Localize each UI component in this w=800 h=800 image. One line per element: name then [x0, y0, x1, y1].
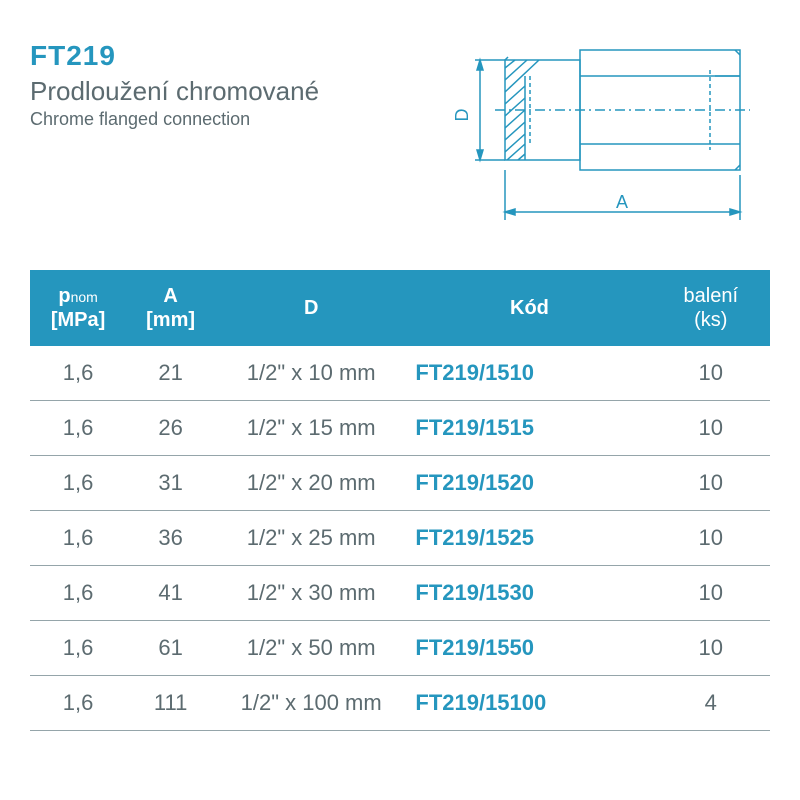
title-english: Chrome flanged connection	[30, 109, 450, 130]
cell-kod: FT219/1525	[407, 511, 651, 566]
spec-table-container: pnom [MPa] A [mm] D Kód balení (ks)	[30, 270, 770, 731]
cell-bal: 10	[652, 346, 770, 401]
cell-kod: FT219/15100	[407, 676, 651, 731]
cell-a: 41	[126, 566, 215, 621]
cell-p: 1,6	[30, 401, 126, 456]
table-body: 1,6 21 1/2" x 10 mm FT219/1510 10 1,6 26…	[30, 346, 770, 731]
cell-a: 36	[126, 511, 215, 566]
table-row: 1,6 21 1/2" x 10 mm FT219/1510 10	[30, 346, 770, 401]
cell-kod: FT219/1530	[407, 566, 651, 621]
cell-a: 31	[126, 456, 215, 511]
table-header-row: pnom [MPa] A [mm] D Kód balení (ks)	[30, 270, 770, 346]
table-row: 1,6 36 1/2" x 25 mm FT219/1525 10	[30, 511, 770, 566]
table-row: 1,6 111 1/2" x 100 mm FT219/15100 4	[30, 676, 770, 731]
table-row: 1,6 41 1/2" x 30 mm FT219/1530 10	[30, 566, 770, 621]
col-header-a: A [mm]	[126, 270, 215, 346]
title-czech: Prodloužení chromované	[30, 76, 450, 107]
cell-p: 1,6	[30, 621, 126, 676]
cell-p: 1,6	[30, 346, 126, 401]
col-header-kod: Kód	[407, 270, 651, 346]
col-header-pnom: pnom [MPa]	[30, 270, 126, 346]
cell-d: 1/2" x 30 mm	[215, 566, 407, 621]
cell-kod: FT219/1515	[407, 401, 651, 456]
cell-d: 1/2" x 20 mm	[215, 456, 407, 511]
cell-d: 1/2" x 10 mm	[215, 346, 407, 401]
dim-a-label: A	[616, 192, 628, 212]
table-row: 1,6 31 1/2" x 20 mm FT219/1520 10	[30, 456, 770, 511]
cell-p: 1,6	[30, 456, 126, 511]
cell-a: 21	[126, 346, 215, 401]
cell-d: 1/2" x 15 mm	[215, 401, 407, 456]
col-header-d: D	[215, 270, 407, 346]
header-section: FT219 Prodloužení chromované Chrome flan…	[30, 40, 770, 240]
cell-p: 1,6	[30, 566, 126, 621]
cell-kod: FT219/1550	[407, 621, 651, 676]
cell-bal: 10	[652, 401, 770, 456]
cell-bal: 10	[652, 511, 770, 566]
cell-d: 1/2" x 25 mm	[215, 511, 407, 566]
spec-table: pnom [MPa] A [mm] D Kód balení (ks)	[30, 270, 770, 731]
cell-bal: 10	[652, 456, 770, 511]
cell-d: 1/2" x 100 mm	[215, 676, 407, 731]
cell-bal: 4	[652, 676, 770, 731]
cell-bal: 10	[652, 566, 770, 621]
cell-d: 1/2" x 50 mm	[215, 621, 407, 676]
col-header-baleni: balení (ks)	[652, 270, 770, 346]
cell-a: 26	[126, 401, 215, 456]
cell-kod: FT219/1520	[407, 456, 651, 511]
table-row: 1,6 61 1/2" x 50 mm FT219/1550 10	[30, 621, 770, 676]
cell-kod: FT219/1510	[407, 346, 651, 401]
cell-p: 1,6	[30, 511, 126, 566]
dim-d-label: D	[452, 109, 472, 122]
cell-bal: 10	[652, 621, 770, 676]
cell-a: 61	[126, 621, 215, 676]
cell-a: 111	[126, 676, 215, 731]
cell-p: 1,6	[30, 676, 126, 731]
product-code: FT219	[30, 40, 450, 72]
table-row: 1,6 26 1/2" x 15 mm FT219/1515 10	[30, 401, 770, 456]
technical-diagram: D A	[450, 40, 770, 240]
title-block: FT219 Prodloužení chromované Chrome flan…	[30, 40, 450, 130]
diagram-svg: D A	[450, 40, 770, 240]
